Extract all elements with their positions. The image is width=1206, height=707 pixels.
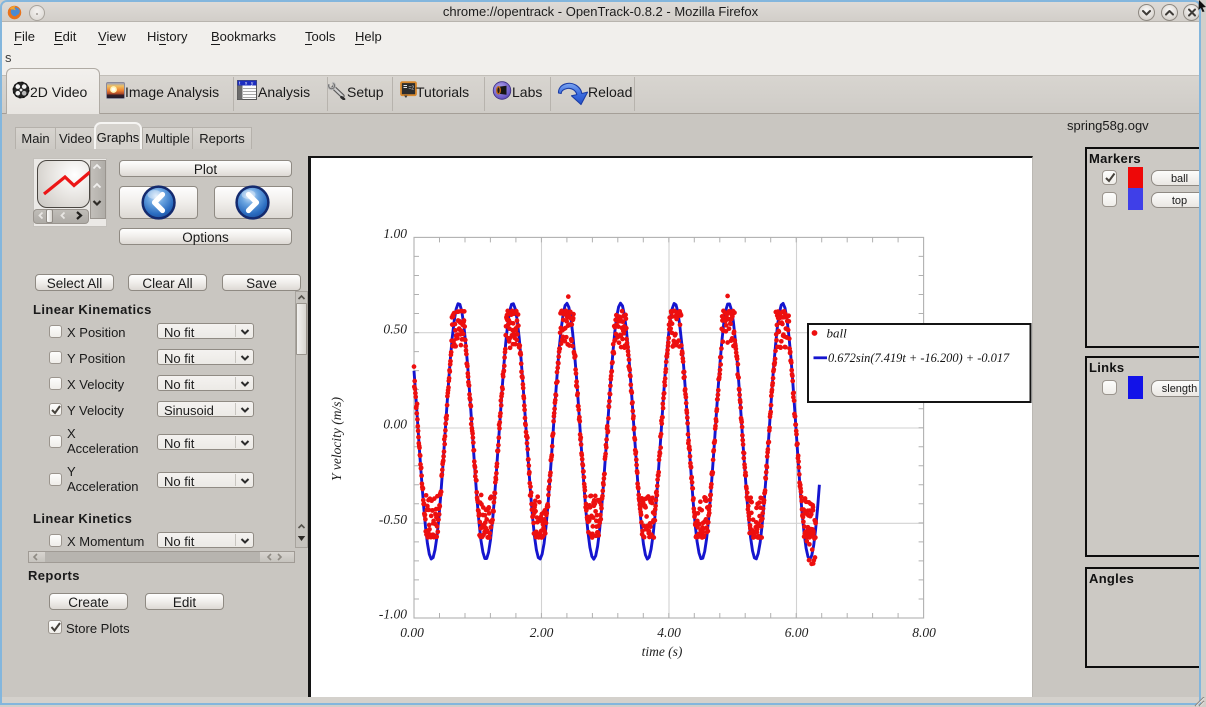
svg-text:8.00: 8.00: [912, 625, 936, 640]
svg-text:4.00: 4.00: [657, 625, 681, 640]
svg-text:6.00: 6.00: [785, 625, 809, 640]
svg-text:2.00: 2.00: [530, 625, 554, 640]
svg-text:time (s): time (s): [642, 644, 683, 659]
svg-text:-0.50: -0.50: [379, 512, 407, 527]
svg-text:x: x: [245, 81, 248, 86]
svg-text:ball: ball: [827, 326, 848, 341]
svg-text:y: y: [251, 81, 254, 86]
svg-text:0.00: 0.00: [400, 625, 424, 640]
svg-text:1.00: 1.00: [383, 226, 407, 241]
svg-text:t: t: [239, 81, 241, 86]
svg-text:Y velocity (m/s): Y velocity (m/s): [329, 397, 344, 481]
svg-text:0.672sin(7.419t + -16.200) + -: 0.672sin(7.419t + -16.200) + -0.017: [828, 351, 1010, 365]
svg-text:=2: =2: [409, 86, 415, 92]
svg-text:0.00: 0.00: [383, 417, 407, 432]
svg-text:-1.00: -1.00: [379, 607, 407, 622]
svg-text:0.50: 0.50: [383, 321, 407, 336]
